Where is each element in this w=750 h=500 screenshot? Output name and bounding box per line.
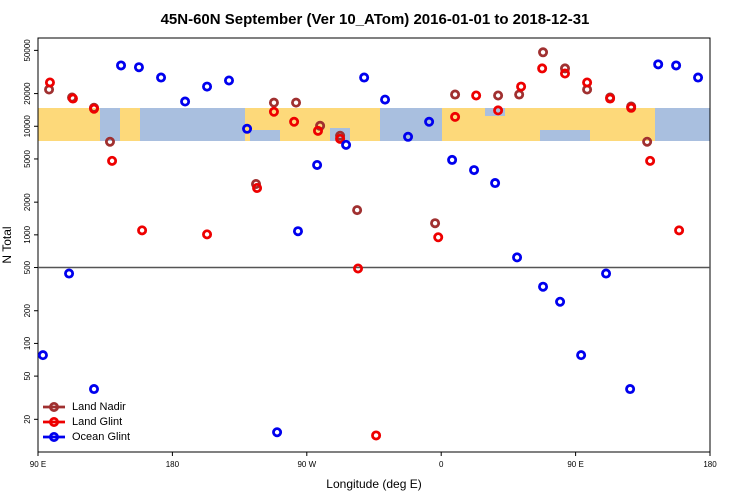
marker: [353, 263, 364, 274]
marker: [516, 81, 527, 92]
marker: [180, 96, 191, 107]
x-axis-label: Longitude (deg E): [326, 477, 421, 491]
marker: [625, 384, 636, 395]
marker: [359, 72, 370, 83]
marker: [252, 183, 263, 194]
marker: [559, 63, 570, 74]
marker: [107, 155, 118, 166]
marker: [312, 159, 323, 170]
legend-marker: [49, 401, 60, 412]
marker: [116, 60, 127, 71]
marker: [291, 97, 302, 108]
y-tick-label: 20: [23, 414, 32, 423]
y-tick-label: 50000: [23, 39, 32, 62]
marker: [137, 225, 148, 236]
marker: [493, 105, 504, 116]
marker: [242, 123, 253, 134]
marker: [605, 93, 616, 104]
x-tick-label: 180: [166, 460, 180, 469]
marker: [469, 165, 480, 176]
marker: [89, 384, 100, 395]
marker: [268, 106, 279, 117]
marker: [67, 93, 78, 104]
x-tick-label: 90 W: [297, 460, 316, 469]
marker: [514, 89, 525, 100]
y-tick-label: 10000: [23, 115, 32, 138]
legend-marker: [49, 431, 60, 442]
marker: [645, 155, 656, 166]
marker: [538, 281, 549, 292]
x-tick-label: 90 E: [30, 460, 46, 469]
marker: [292, 226, 303, 237]
marker: [268, 97, 279, 108]
y-tick-label: 100: [23, 336, 32, 350]
marker: [335, 133, 346, 144]
marker: [642, 136, 653, 147]
marker: [490, 178, 501, 189]
marker: [37, 350, 48, 361]
marker: [64, 268, 75, 279]
map-strip: [38, 108, 710, 141]
y-tick-label: 500: [23, 260, 32, 274]
marker: [693, 72, 704, 83]
marker: [133, 62, 144, 73]
marker: [341, 139, 352, 150]
x-tick-label: 0: [439, 460, 444, 469]
y-tick-label: 1000: [23, 225, 32, 243]
y-tick-label: 2000: [23, 193, 32, 211]
legend-label: Land Glint: [72, 416, 122, 428]
y-tick-label: 20000: [23, 82, 32, 105]
legend-marker: [49, 416, 60, 427]
marker: [582, 77, 593, 88]
marker: [559, 68, 570, 79]
marker: [450, 89, 461, 100]
marker: [272, 427, 283, 438]
marker: [576, 350, 587, 361]
marker: [450, 111, 461, 122]
y-tick-label: 5000: [23, 150, 32, 168]
marker: [555, 296, 566, 307]
marker: [371, 430, 382, 441]
marker: [289, 116, 300, 127]
marker: [674, 225, 685, 236]
marker: [104, 136, 115, 147]
y-tick-label: 50: [23, 371, 32, 380]
marker: [493, 90, 504, 101]
marker: [202, 81, 213, 92]
marker: [447, 154, 458, 165]
legend-label: Land Nadir: [72, 401, 126, 413]
marker: [44, 77, 55, 88]
marker: [223, 75, 234, 86]
marker: [512, 252, 523, 263]
marker: [626, 102, 637, 113]
marker: [312, 125, 323, 136]
chart-title: 45N-60N September (Ver 10_ATom) 2016-01-…: [161, 11, 590, 28]
marker: [430, 218, 441, 229]
x-tick-label: 90 E: [567, 460, 583, 469]
plot-frame: [37, 37, 711, 453]
marker: [433, 232, 444, 243]
marker: [538, 47, 549, 58]
marker: [537, 63, 548, 74]
marker: [89, 103, 100, 114]
y-tick-label: 200: [23, 304, 32, 318]
marker: [653, 59, 664, 70]
marker: [601, 268, 612, 279]
marker: [156, 72, 167, 83]
marker: [380, 94, 391, 105]
legend-label: Ocean Glint: [72, 431, 130, 443]
y-axis-label: N Total: [0, 226, 14, 263]
marker: [403, 131, 414, 142]
marker: [424, 116, 435, 127]
marker: [202, 229, 213, 240]
marker: [352, 205, 363, 216]
x-tick-label: 180: [703, 460, 717, 469]
marker: [471, 90, 482, 101]
marker: [671, 60, 682, 71]
